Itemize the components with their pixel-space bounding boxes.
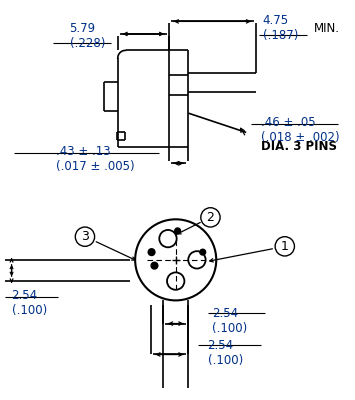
Text: .43 ± .13
(.017 ± .005): .43 ± .13 (.017 ± .005) (56, 146, 135, 174)
Text: 2.54
(.100): 2.54 (.100) (212, 307, 248, 335)
Text: 1: 1 (281, 240, 289, 253)
Text: 3: 3 (81, 230, 89, 243)
Circle shape (148, 249, 155, 256)
Text: 4.75
(.187): 4.75 (.187) (263, 14, 298, 42)
Circle shape (200, 249, 206, 255)
Text: DIA. 3 PINS: DIA. 3 PINS (261, 140, 337, 154)
Text: MIN.: MIN. (314, 22, 340, 35)
Text: 2.54
(.100): 2.54 (.100) (208, 338, 243, 366)
Circle shape (151, 262, 158, 269)
Text: 5.79
(.228): 5.79 (.228) (70, 22, 105, 50)
Circle shape (175, 228, 181, 234)
Text: 2: 2 (207, 211, 214, 224)
Text: 2.54
(.100): 2.54 (.100) (12, 289, 47, 317)
Text: .46 ± .05
(.018 ± .002): .46 ± .05 (.018 ± .002) (261, 116, 339, 144)
